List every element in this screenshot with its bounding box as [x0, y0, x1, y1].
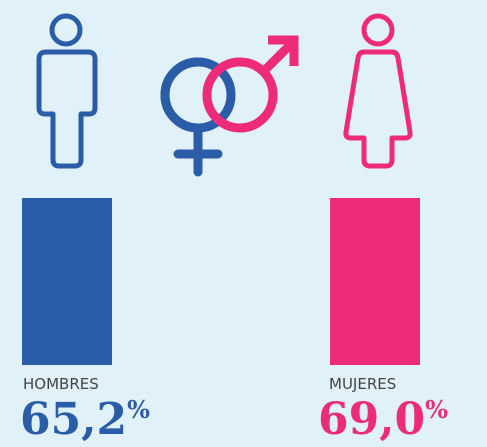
value-number: 69,0	[318, 394, 425, 445]
bar-female	[330, 198, 420, 365]
value-unit: %	[127, 395, 150, 424]
gender-symbol	[160, 35, 299, 177]
value-number: 65,2	[20, 394, 127, 445]
female-icon	[343, 13, 413, 169]
group-label: MUJERES	[329, 375, 396, 393]
bar-male	[22, 198, 112, 365]
group-value: 69,0%	[318, 394, 448, 445]
group-label: HOMBRES	[23, 375, 99, 393]
value-unit: %	[425, 395, 448, 424]
group-value: 65,2%	[20, 394, 150, 445]
male-icon	[36, 13, 98, 169]
